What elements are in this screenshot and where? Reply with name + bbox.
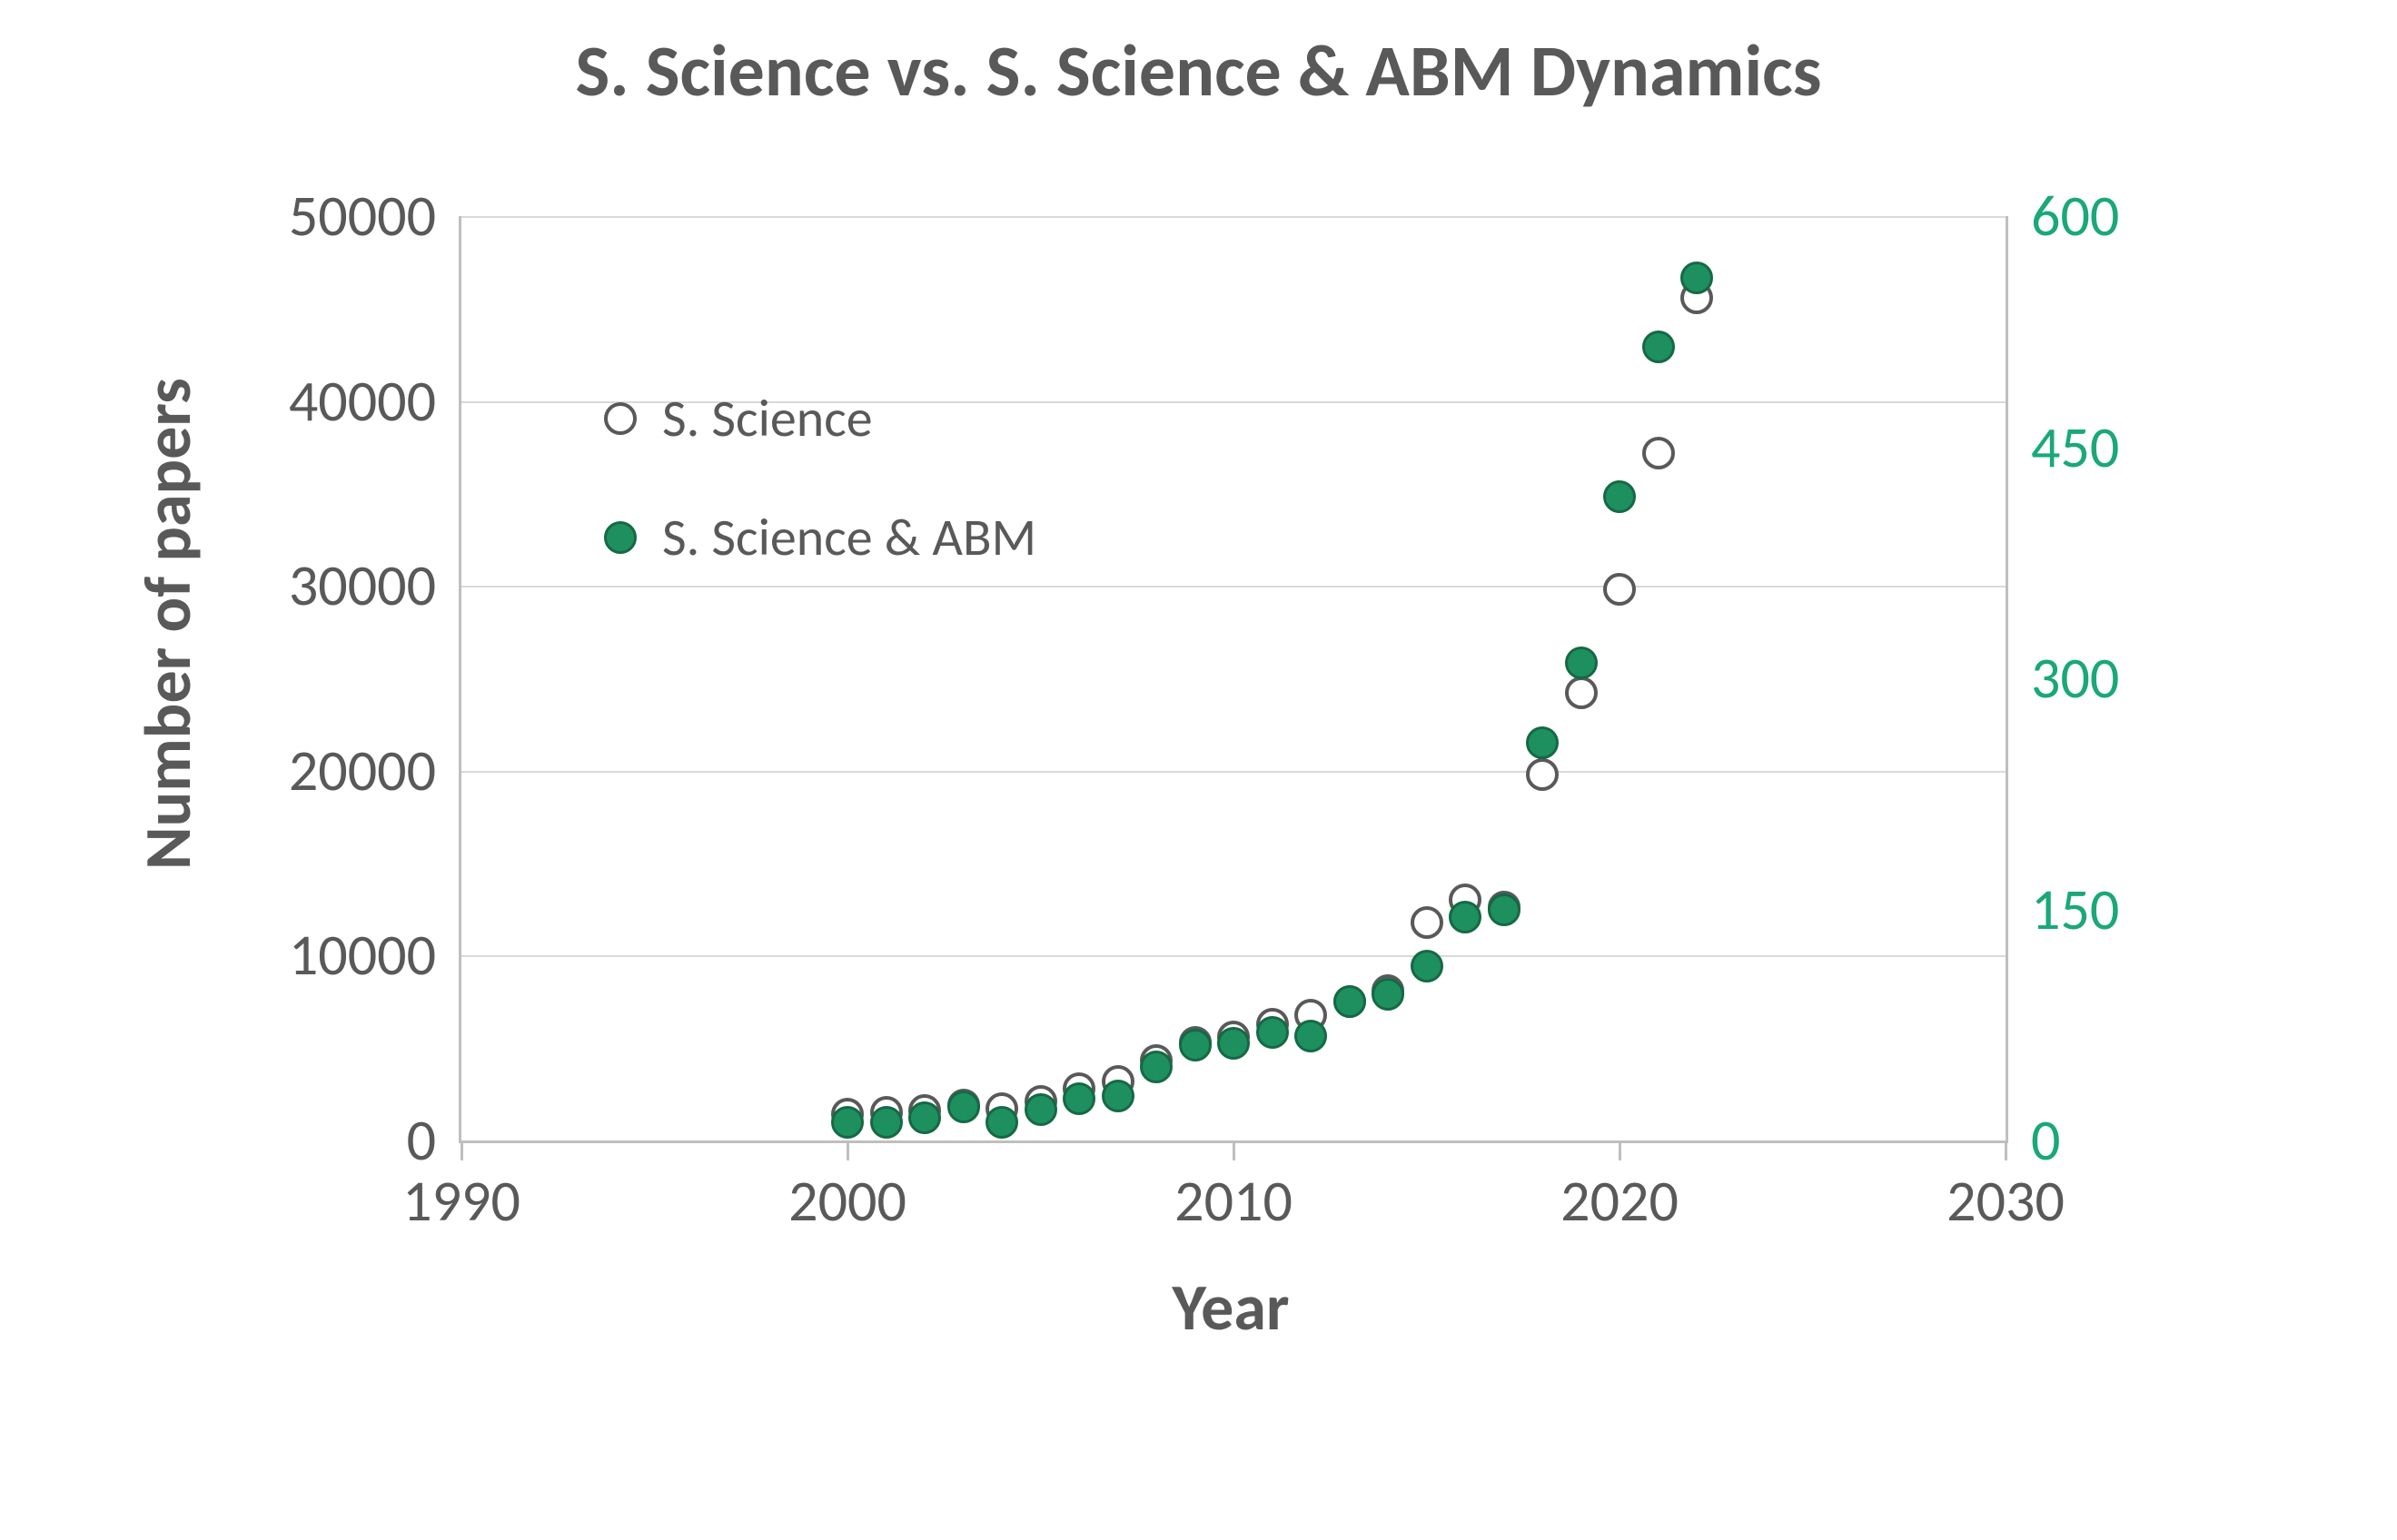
- y2-tick-label: 300: [2031, 643, 2119, 714]
- x-tick-label: 2020: [1560, 1166, 1679, 1237]
- y1-tick-label: 40000: [289, 366, 436, 437]
- data-point: [1603, 480, 1636, 513]
- legend-item: S. Science & ABM: [604, 505, 1036, 569]
- y2-tick-label: 0: [2031, 1105, 2060, 1176]
- x-tick: [1233, 1140, 1235, 1160]
- data-point: [1025, 1093, 1057, 1126]
- data-point: [1411, 950, 1443, 982]
- data-point: [1565, 676, 1598, 709]
- data-point: [1333, 985, 1366, 1018]
- y1-tick-label: 20000: [289, 735, 436, 806]
- x-tick: [2005, 1140, 2007, 1160]
- data-point: [1526, 726, 1559, 759]
- legend-marker-icon: [604, 402, 637, 435]
- data-point: [1565, 647, 1598, 679]
- x-axis-title: Year: [1172, 1268, 1289, 1348]
- data-point: [1102, 1080, 1134, 1112]
- data-point: [1680, 262, 1713, 294]
- data-point: [1488, 893, 1520, 926]
- legend: S. Science S. Science & ABM: [604, 386, 1036, 624]
- x-tick-label: 2010: [1174, 1166, 1293, 1237]
- legend-marker-icon: [604, 521, 637, 554]
- data-point: [908, 1101, 941, 1134]
- x-tick-label: 2000: [788, 1166, 906, 1237]
- data-point: [1372, 978, 1404, 1011]
- data-point: [1642, 437, 1675, 469]
- chart-title: S. Science vs. S. Science & ABM Dynamics: [0, 27, 2397, 115]
- data-point: [947, 1091, 980, 1123]
- grid-line: [461, 216, 2006, 218]
- data-point: [1063, 1082, 1095, 1115]
- data-point: [1140, 1051, 1173, 1083]
- y1-tick-label: 50000: [289, 181, 436, 252]
- grid-line: [461, 955, 2006, 957]
- data-point: [831, 1106, 864, 1139]
- data-point: [1294, 1020, 1327, 1052]
- data-point: [1411, 906, 1443, 939]
- data-point: [1256, 1016, 1289, 1049]
- data-point: [1526, 758, 1559, 791]
- data-point: [986, 1106, 1018, 1139]
- data-point: [1642, 331, 1675, 363]
- data-point: [1449, 901, 1481, 933]
- legend-item: S. Science: [604, 386, 1036, 450]
- y2-tick-label: 600: [2031, 181, 2119, 252]
- x-tick: [461, 1140, 463, 1160]
- data-point: [1217, 1027, 1250, 1060]
- x-tick: [847, 1140, 849, 1160]
- data-point: [1603, 573, 1636, 606]
- data-point: [1179, 1029, 1212, 1061]
- legend-label: S. Science: [662, 386, 873, 450]
- y1-axis-title: Number of papers: [128, 378, 208, 870]
- data-point: [870, 1106, 903, 1139]
- legend-label: S. Science & ABM: [662, 505, 1036, 569]
- x-tick-label: 1990: [402, 1166, 520, 1237]
- x-tick-label: 2030: [1946, 1166, 2065, 1237]
- y1-tick-label: 10000: [289, 920, 436, 991]
- y2-tick-label: 450: [2031, 412, 2119, 483]
- chart-container: S. Science vs. S. Science & ABM Dynamics…: [0, 0, 2397, 1540]
- y1-tick-label: 0: [407, 1105, 436, 1176]
- grid-line: [461, 771, 2006, 773]
- y2-tick-label: 150: [2031, 874, 2119, 945]
- y1-tick-label: 30000: [289, 550, 436, 621]
- plot-area: 1990200020102020203001000020000300004000…: [459, 216, 2008, 1143]
- x-tick: [1619, 1140, 1621, 1160]
